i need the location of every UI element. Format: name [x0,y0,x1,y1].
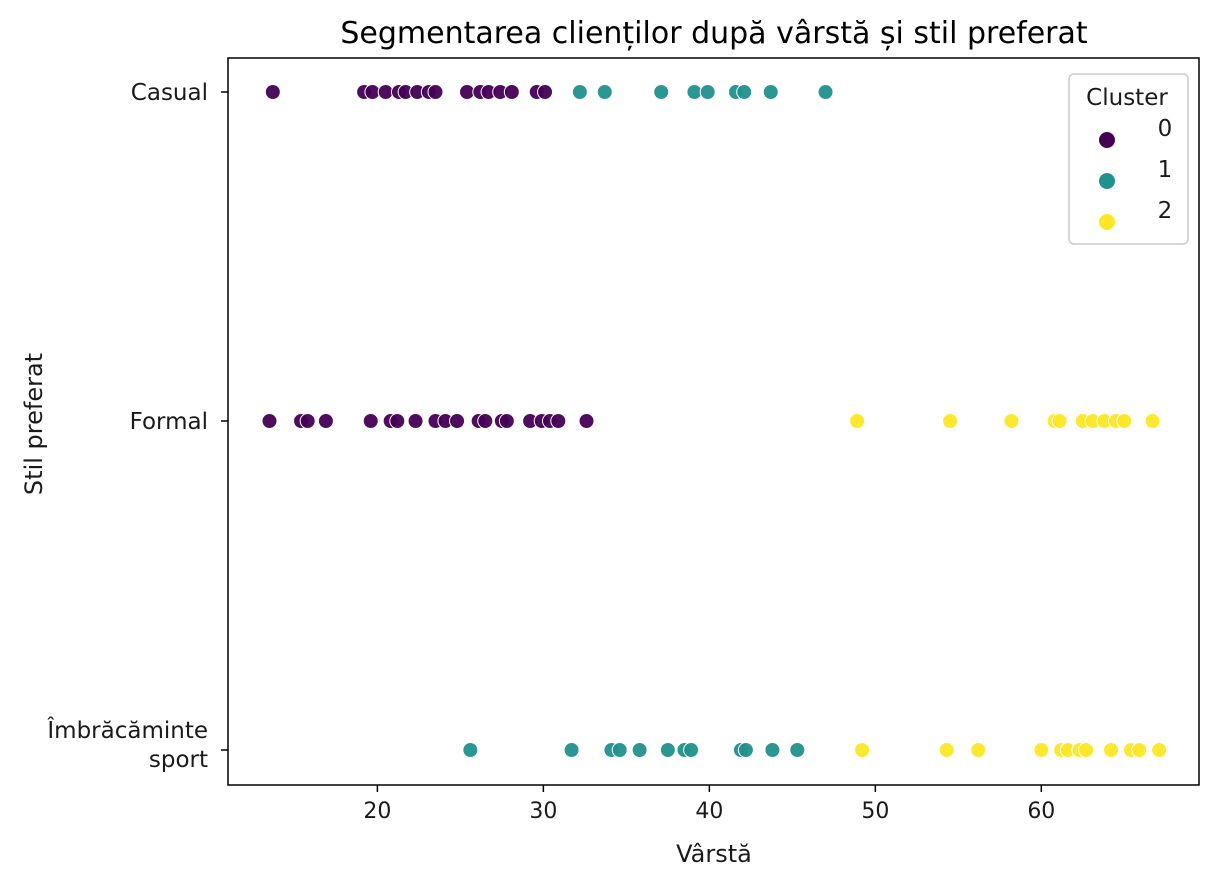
data-point-cluster-1 [686,84,703,100]
chart-title: Segmentarea clienților după vârstă și st… [340,16,1088,51]
legend-label: 0 [1158,116,1173,142]
data-point-cluster-2 [1033,742,1050,758]
y-tick-label: Casual [131,80,208,106]
legend-title: Cluster [1086,85,1168,111]
data-point-cluster-1 [764,742,781,758]
legend-label: 1 [1158,157,1173,183]
data-point-cluster-2 [1151,742,1168,758]
points-layer [261,84,1168,758]
data-point-cluster-0 [364,84,381,100]
data-point-cluster-2 [1051,413,1068,429]
data-point-cluster-1 [631,742,648,758]
data-point-cluster-0 [389,413,406,429]
data-point-cluster-0 [503,84,520,100]
x-tick-label: 50 [861,799,889,824]
x-axis-label: Vârstă [676,840,752,868]
data-point-cluster-0 [299,413,316,429]
y-tick-label: Îmbrăcăminte sport [46,716,208,773]
x-tick-label: 20 [363,799,391,824]
data-point-cluster-1 [571,84,588,100]
data-point-cluster-1 [817,84,834,100]
data-point-cluster-1 [611,742,628,758]
data-point-cluster-0 [264,84,281,100]
data-point-cluster-2 [1131,742,1148,758]
data-point-cluster-1 [762,84,779,100]
data-point-cluster-0 [477,413,494,429]
data-point-cluster-0 [261,413,278,429]
data-point-cluster-2 [938,742,955,758]
x-tick-label: 40 [695,799,723,824]
data-point-cluster-0 [498,413,515,429]
data-point-cluster-1 [659,742,676,758]
data-point-cluster-2 [1003,413,1020,429]
legend-marker [1098,213,1116,231]
legend: Cluster 0 1 2 [1068,73,1189,245]
data-point-cluster-2 [1103,742,1120,758]
data-point-cluster-0 [362,413,379,429]
data-point-cluster-1 [683,742,700,758]
data-point-cluster-0 [537,84,554,100]
y-tick-label: Formal [130,409,208,435]
data-point-cluster-0 [578,413,595,429]
legend-marker [1098,172,1116,190]
data-point-cluster-0 [427,84,444,100]
data-point-cluster-2 [970,742,987,758]
legend-box [1068,73,1189,245]
data-point-cluster-0 [317,413,334,429]
data-point-cluster-0 [377,84,394,100]
data-point-cluster-2 [849,413,866,429]
y-axis-label: Stil preferat [20,353,48,495]
data-point-cluster-0 [449,413,466,429]
data-point-cluster-2 [1116,413,1133,429]
data-point-cluster-1 [653,84,670,100]
x-tick-label: 60 [1027,799,1055,824]
data-point-cluster-0 [407,413,424,429]
legend-label: 2 [1158,198,1173,224]
data-point-cluster-0 [550,413,567,429]
data-point-cluster-2 [854,742,871,758]
data-point-cluster-1 [596,84,613,100]
legend-items: 0 1 2 [1098,116,1173,231]
data-point-cluster-1 [462,742,479,758]
data-point-cluster-1 [699,84,716,100]
data-point-cluster-1 [737,742,754,758]
data-point-cluster-1 [736,84,753,100]
data-point-cluster-1 [563,742,580,758]
data-point-cluster-0 [459,84,476,100]
data-point-cluster-2 [942,413,959,429]
legend-marker [1098,131,1116,149]
x-tick-label: 30 [529,799,557,824]
data-point-cluster-1 [789,742,806,758]
x-axis: 20 30 40 50 60 [363,785,1055,824]
y-axis: Casual Formal Îmbrăcăminte sport [46,80,228,773]
data-point-cluster-2 [1078,742,1095,758]
data-point-cluster-2 [1144,413,1161,429]
